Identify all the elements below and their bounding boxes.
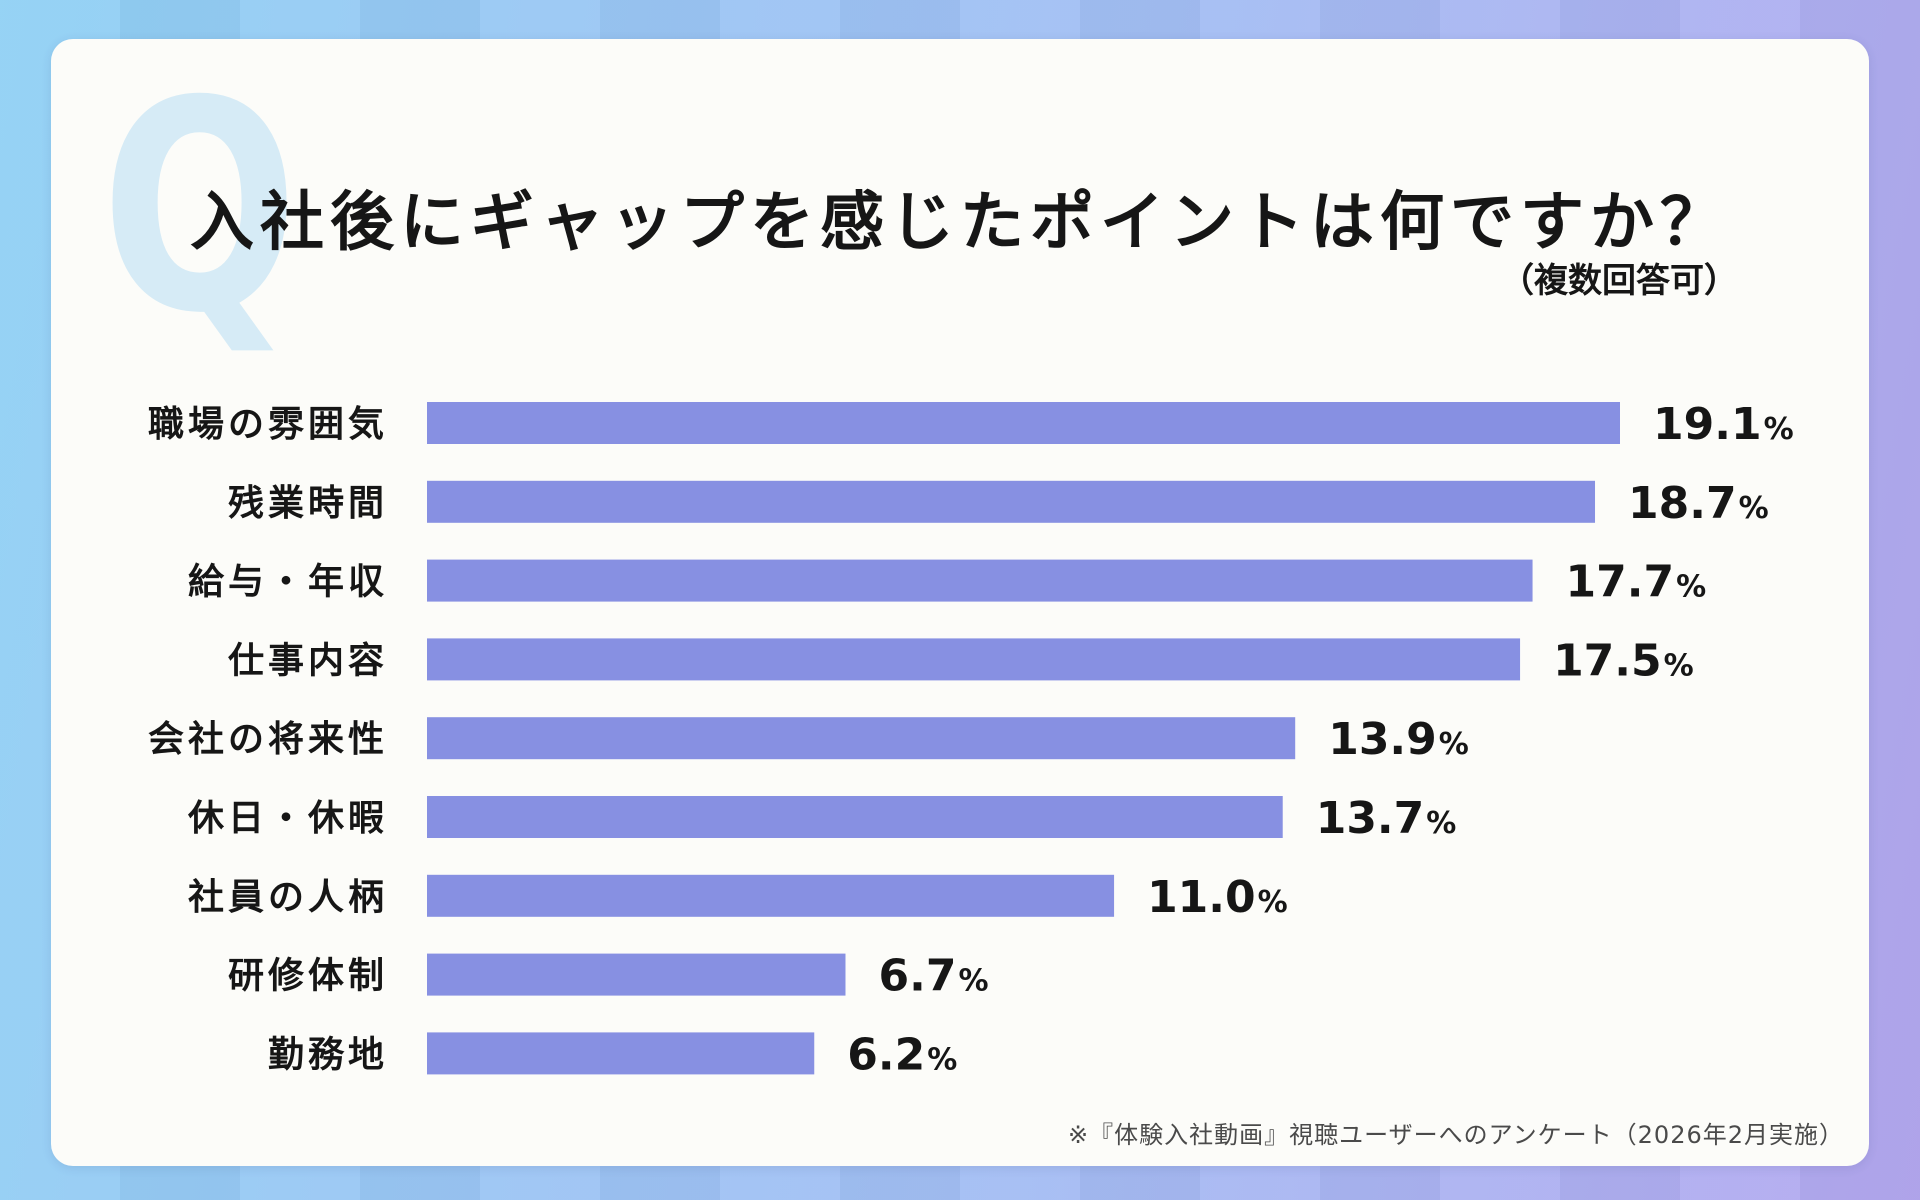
category-label: 残業時間	[228, 483, 388, 524]
value-label: 17.5%	[1553, 635, 1694, 686]
bar	[427, 953, 846, 996]
bar	[427, 480, 1596, 523]
value-label: 17.7%	[1566, 557, 1707, 608]
value-label: 13.9%	[1328, 714, 1469, 765]
subtitle: （複数回答可）	[1500, 261, 1738, 301]
value-label: 19.1%	[1653, 399, 1794, 450]
category-label: 勤務地	[268, 1034, 388, 1075]
category-label: 研修体制	[228, 956, 388, 997]
bar	[427, 559, 1533, 602]
survey-card: Q 入社後にギャップを感じたポイントは何ですか？ （複数回答可） 職場の雰囲気 1…	[51, 39, 1869, 1166]
bar	[427, 717, 1296, 760]
q-mark: Q	[101, 40, 299, 377]
bar	[427, 638, 1521, 681]
value-label: 18.7%	[1628, 478, 1769, 529]
value-label: 6.2%	[847, 1029, 957, 1080]
bar	[427, 1032, 815, 1075]
bar	[427, 402, 1620, 444]
bar-chart: 職場の雰囲気 19.1% 残業時間 18.7% 給与・年収 17.7% 仕事内容 17.5% 会…	[148, 399, 1794, 1080]
bar	[427, 796, 1283, 838]
value-label: 6.7%	[878, 951, 988, 1002]
category-label: 休日・休暇	[187, 798, 388, 839]
category-label: 給与・年収	[188, 562, 388, 603]
category-label: 社員の人柄	[188, 877, 388, 918]
category-label: 会社の将来性	[148, 719, 388, 760]
page-title: 入社後にギャップを感じたポイントは何ですか？	[190, 186, 1730, 260]
category-label: 仕事内容	[228, 640, 388, 681]
value-label: 11.0%	[1147, 872, 1288, 923]
footnote: ※『体験入社動画』視聴ユーザーへのアンケート（2026年2月実施）	[1067, 1121, 1844, 1149]
value-label: 13.7%	[1316, 793, 1457, 844]
bar	[427, 874, 1115, 917]
category-label: 職場の雰囲気	[148, 404, 388, 445]
